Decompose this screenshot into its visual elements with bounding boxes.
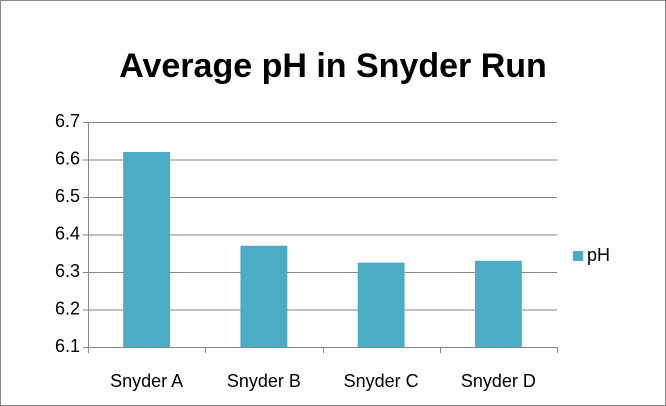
y-tick-label: 6.7 (55, 111, 80, 131)
bar (474, 260, 522, 347)
y-tick-label: 6.4 (55, 223, 80, 243)
chart-title: Average pH in Snyder Run (119, 47, 547, 85)
x-tick-label: Snyder B (227, 371, 301, 391)
x-tick-label: Snyder D (461, 371, 536, 391)
legend-label: pH (587, 245, 610, 265)
bar (240, 245, 288, 347)
y-tick-label: 6.5 (55, 186, 80, 206)
y-tick-label: 6.2 (55, 298, 80, 318)
bar (123, 152, 171, 347)
legend-swatch (573, 251, 583, 261)
x-tick-label: Snyder A (110, 371, 183, 391)
x-tick-label: Snyder C (344, 371, 419, 391)
bar (357, 262, 405, 347)
y-tick-label: 6.1 (55, 336, 80, 356)
y-tick-label: 6.6 (55, 148, 80, 168)
y-tick-label: 6.3 (55, 261, 80, 281)
